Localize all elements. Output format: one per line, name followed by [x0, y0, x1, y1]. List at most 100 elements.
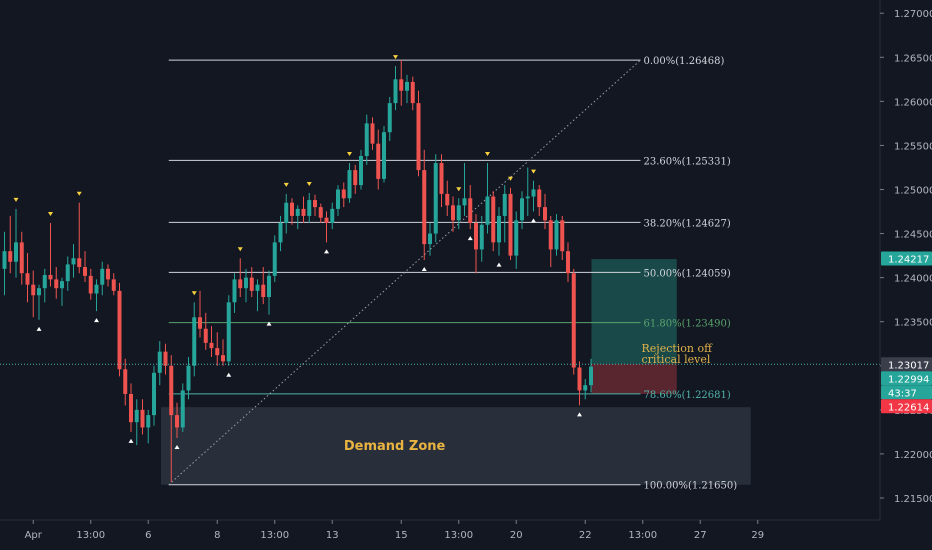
candle-body: [249, 277, 254, 291]
fib-level-label: 0.00%(1.26468): [644, 56, 725, 67]
candle-body: [157, 351, 162, 373]
candle-body: [48, 274, 53, 280]
candle-body: [451, 205, 455, 221]
candle-body: [186, 365, 191, 391]
swing-low-marker: [531, 218, 536, 223]
candle-body: [37, 288, 41, 296]
candle-body: [497, 215, 501, 243]
swing-low-marker: [36, 326, 42, 331]
price-badge-label: 1.23017: [888, 360, 929, 371]
candle-body: [324, 217, 329, 223]
candle-body: [393, 79, 398, 104]
candle-body: [479, 224, 484, 250]
candle-body: [290, 202, 294, 216]
price-badge-label: 43:37: [888, 388, 917, 399]
swing-high-marker: [283, 182, 289, 187]
swing-low-marker: [577, 412, 582, 417]
price-tick-label: 1.24000: [894, 274, 932, 285]
candle-body: [537, 189, 542, 208]
price-badge-label: 1.24217: [888, 255, 929, 266]
price-tick-label: 1.23500: [894, 318, 932, 329]
position-stop-zone[interactable]: [591, 364, 677, 394]
candle-body: [2, 251, 7, 269]
price-badge[interactable]: [881, 399, 932, 414]
price-tick-label: 1.21500: [894, 494, 932, 505]
position-target-zone[interactable]: [591, 259, 677, 364]
candle-body: [232, 279, 237, 303]
candle-body: [543, 207, 547, 221]
candle-body: [71, 258, 76, 265]
candle-body: [410, 81, 415, 104]
time-tick-label: 13: [326, 530, 339, 541]
swing-high-marker: [393, 55, 398, 60]
candle-body: [255, 284, 260, 291]
price-tick-label: 1.25500: [894, 141, 932, 152]
price-badge[interactable]: [881, 357, 932, 372]
candle-body: [508, 193, 513, 256]
candle-body: [422, 170, 427, 245]
candle-body: [330, 208, 335, 223]
candle-body: [100, 268, 105, 285]
swing-low-marker: [94, 318, 99, 323]
time-tick-label: 27: [694, 530, 707, 541]
candle-body: [520, 198, 524, 221]
candle-body: [14, 242, 18, 262]
candle-body: [88, 275, 93, 294]
candle-body: [336, 189, 340, 209]
candle-body: [491, 196, 496, 243]
candle-body: [525, 196, 530, 199]
swing-low-marker: [174, 445, 180, 450]
candle-body: [60, 281, 64, 289]
swing-low-marker: [421, 267, 427, 271]
candle-body: [198, 317, 202, 329]
candle-body: [514, 220, 519, 256]
price-badge[interactable]: [881, 251, 932, 266]
candle-body: [405, 81, 409, 91]
price-badge[interactable]: [881, 371, 932, 386]
candle-body: [209, 342, 214, 349]
candle-body: [548, 220, 553, 250]
candle-body: [25, 273, 30, 285]
candle-body: [468, 198, 473, 223]
candle-body: [8, 251, 13, 262]
candle-body: [192, 317, 197, 366]
candle-body: [261, 284, 266, 298]
candle-body: [387, 103, 392, 133]
candle-body: [221, 355, 225, 362]
swing-high-marker: [531, 169, 536, 174]
time-tick-label: 29: [751, 530, 764, 541]
candle-body: [399, 79, 404, 91]
time-tick-label: 20: [510, 530, 523, 541]
price-tick-label: 1.22000: [894, 450, 932, 461]
candle-body: [416, 103, 421, 171]
candle-body: [462, 198, 467, 206]
candle-body: [244, 277, 248, 289]
swing-high-marker: [76, 191, 82, 196]
swing-high-marker: [237, 247, 243, 252]
candle-body: [65, 264, 70, 282]
candle-body: [117, 290, 122, 370]
fib-trend-line-dotted: [168, 59, 641, 486]
candle-body: [54, 279, 59, 289]
price-tick-label: 1.27000: [894, 9, 932, 20]
candle-body: [347, 170, 352, 199]
candle-body: [238, 279, 243, 289]
candle-body: [318, 207, 323, 218]
candle-body: [31, 284, 36, 296]
candle-body: [502, 193, 507, 216]
candle-body: [267, 275, 271, 298]
candle-body: [123, 369, 128, 394]
time-tick-label: 13:00: [76, 530, 105, 541]
price-tick-label: 1.26500: [894, 53, 932, 64]
candle-body: [313, 200, 317, 208]
swing-high-marker: [13, 197, 19, 202]
fib-trend-line: [168, 59, 641, 486]
candle-body: [382, 132, 386, 179]
price-tick-label: 1.25000: [894, 185, 932, 196]
candle-body: [129, 393, 133, 423]
swing-high-marker: [485, 152, 490, 157]
price-badge[interactable]: [881, 385, 932, 400]
position-tool-layer[interactable]: [591, 259, 677, 394]
